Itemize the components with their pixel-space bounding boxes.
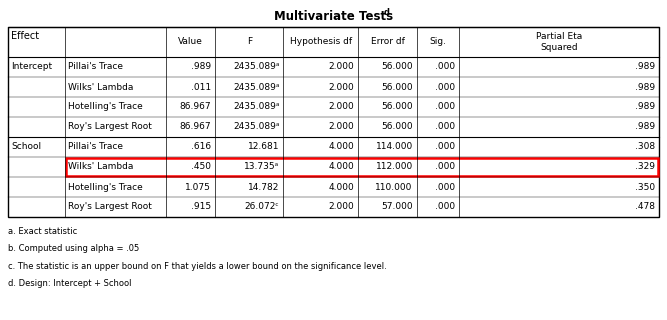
- Text: .000: .000: [435, 102, 455, 111]
- Text: .000: .000: [435, 62, 455, 71]
- Text: .011: .011: [191, 83, 211, 92]
- Text: Effect: Effect: [11, 31, 39, 41]
- Text: 4.000: 4.000: [328, 163, 354, 172]
- Text: 56.000: 56.000: [382, 62, 413, 71]
- Text: Value: Value: [178, 37, 203, 46]
- Text: 26.072ᶜ: 26.072ᶜ: [245, 203, 279, 212]
- Text: Intercept: Intercept: [11, 62, 52, 71]
- Text: 112.000: 112.000: [376, 163, 413, 172]
- Text: .350: .350: [635, 182, 655, 191]
- Text: 57.000: 57.000: [382, 203, 413, 212]
- Text: .616: .616: [191, 142, 211, 151]
- Text: Roy's Largest Root: Roy's Largest Root: [68, 203, 152, 212]
- Text: 2435.089ᵃ: 2435.089ᵃ: [233, 83, 279, 92]
- Text: .989: .989: [191, 62, 211, 71]
- Text: d. Design: Intercept + School: d. Design: Intercept + School: [8, 279, 131, 289]
- Text: a. Exact statistic: a. Exact statistic: [8, 227, 77, 236]
- Text: 12.681: 12.681: [248, 142, 279, 151]
- Text: .989: .989: [635, 62, 655, 71]
- Text: 2435.089ᵃ: 2435.089ᵃ: [233, 123, 279, 132]
- Text: .450: .450: [191, 163, 211, 172]
- Text: .000: .000: [435, 83, 455, 92]
- Bar: [66, 158, 658, 176]
- Text: 56.000: 56.000: [382, 83, 413, 92]
- Text: 86.967: 86.967: [179, 123, 211, 132]
- Bar: [8, 27, 659, 217]
- Text: .989: .989: [635, 83, 655, 92]
- Text: Hypothesis df: Hypothesis df: [289, 37, 352, 46]
- Text: Wilks' Lambda: Wilks' Lambda: [68, 83, 133, 92]
- Text: Wilks' Lambda: Wilks' Lambda: [68, 163, 133, 172]
- Text: 4.000: 4.000: [328, 142, 354, 151]
- Text: Multivariate Tests: Multivariate Tests: [274, 10, 393, 23]
- Text: 2.000: 2.000: [328, 62, 354, 71]
- Text: 2435.089ᵃ: 2435.089ᵃ: [233, 62, 279, 71]
- Text: .000: .000: [435, 163, 455, 172]
- Text: Pillai's Trace: Pillai's Trace: [68, 62, 123, 71]
- Text: .989: .989: [635, 102, 655, 111]
- Text: F: F: [247, 37, 251, 46]
- Text: Sig.: Sig.: [430, 37, 446, 46]
- Text: 4.000: 4.000: [328, 182, 354, 191]
- Text: School: School: [11, 142, 41, 151]
- Text: .000: .000: [435, 123, 455, 132]
- Text: c. The statistic is an upper bound on F that yields a lower bound on the signifi: c. The statistic is an upper bound on F …: [8, 262, 387, 271]
- Text: 56.000: 56.000: [382, 102, 413, 111]
- Text: 86.967: 86.967: [179, 102, 211, 111]
- Text: Roy's Largest Root: Roy's Largest Root: [68, 123, 152, 132]
- Text: 2435.089ᵃ: 2435.089ᵃ: [233, 102, 279, 111]
- Text: Error df: Error df: [371, 37, 404, 46]
- Text: 110.000: 110.000: [376, 182, 413, 191]
- Text: 13.735ᵃ: 13.735ᵃ: [244, 163, 279, 172]
- Text: 14.782: 14.782: [248, 182, 279, 191]
- Text: .478: .478: [635, 203, 655, 212]
- Text: Partial Eta
Squared: Partial Eta Squared: [536, 32, 582, 52]
- Text: .000: .000: [435, 203, 455, 212]
- Text: 2.000: 2.000: [328, 83, 354, 92]
- Text: Pillai's Trace: Pillai's Trace: [68, 142, 123, 151]
- Text: Hotelling's Trace: Hotelling's Trace: [68, 102, 143, 111]
- Text: .329: .329: [635, 163, 655, 172]
- Text: 1.075: 1.075: [185, 182, 211, 191]
- Text: .000: .000: [435, 182, 455, 191]
- Text: 2.000: 2.000: [328, 102, 354, 111]
- Text: 2.000: 2.000: [328, 203, 354, 212]
- Text: .989: .989: [635, 123, 655, 132]
- Text: .308: .308: [635, 142, 655, 151]
- Text: 114.000: 114.000: [376, 142, 413, 151]
- Text: 2.000: 2.000: [328, 123, 354, 132]
- Text: .915: .915: [191, 203, 211, 212]
- Text: b. Computed using alpha = .05: b. Computed using alpha = .05: [8, 244, 139, 253]
- Text: 56.000: 56.000: [382, 123, 413, 132]
- Text: .000: .000: [435, 142, 455, 151]
- Text: d: d: [384, 8, 390, 17]
- Text: Hotelling's Trace: Hotelling's Trace: [68, 182, 143, 191]
